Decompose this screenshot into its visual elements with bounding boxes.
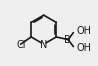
Text: N: N (40, 40, 47, 50)
Text: B: B (64, 35, 71, 45)
Text: OH: OH (77, 43, 92, 53)
Text: OH: OH (77, 26, 92, 36)
Text: Cl: Cl (17, 40, 26, 50)
